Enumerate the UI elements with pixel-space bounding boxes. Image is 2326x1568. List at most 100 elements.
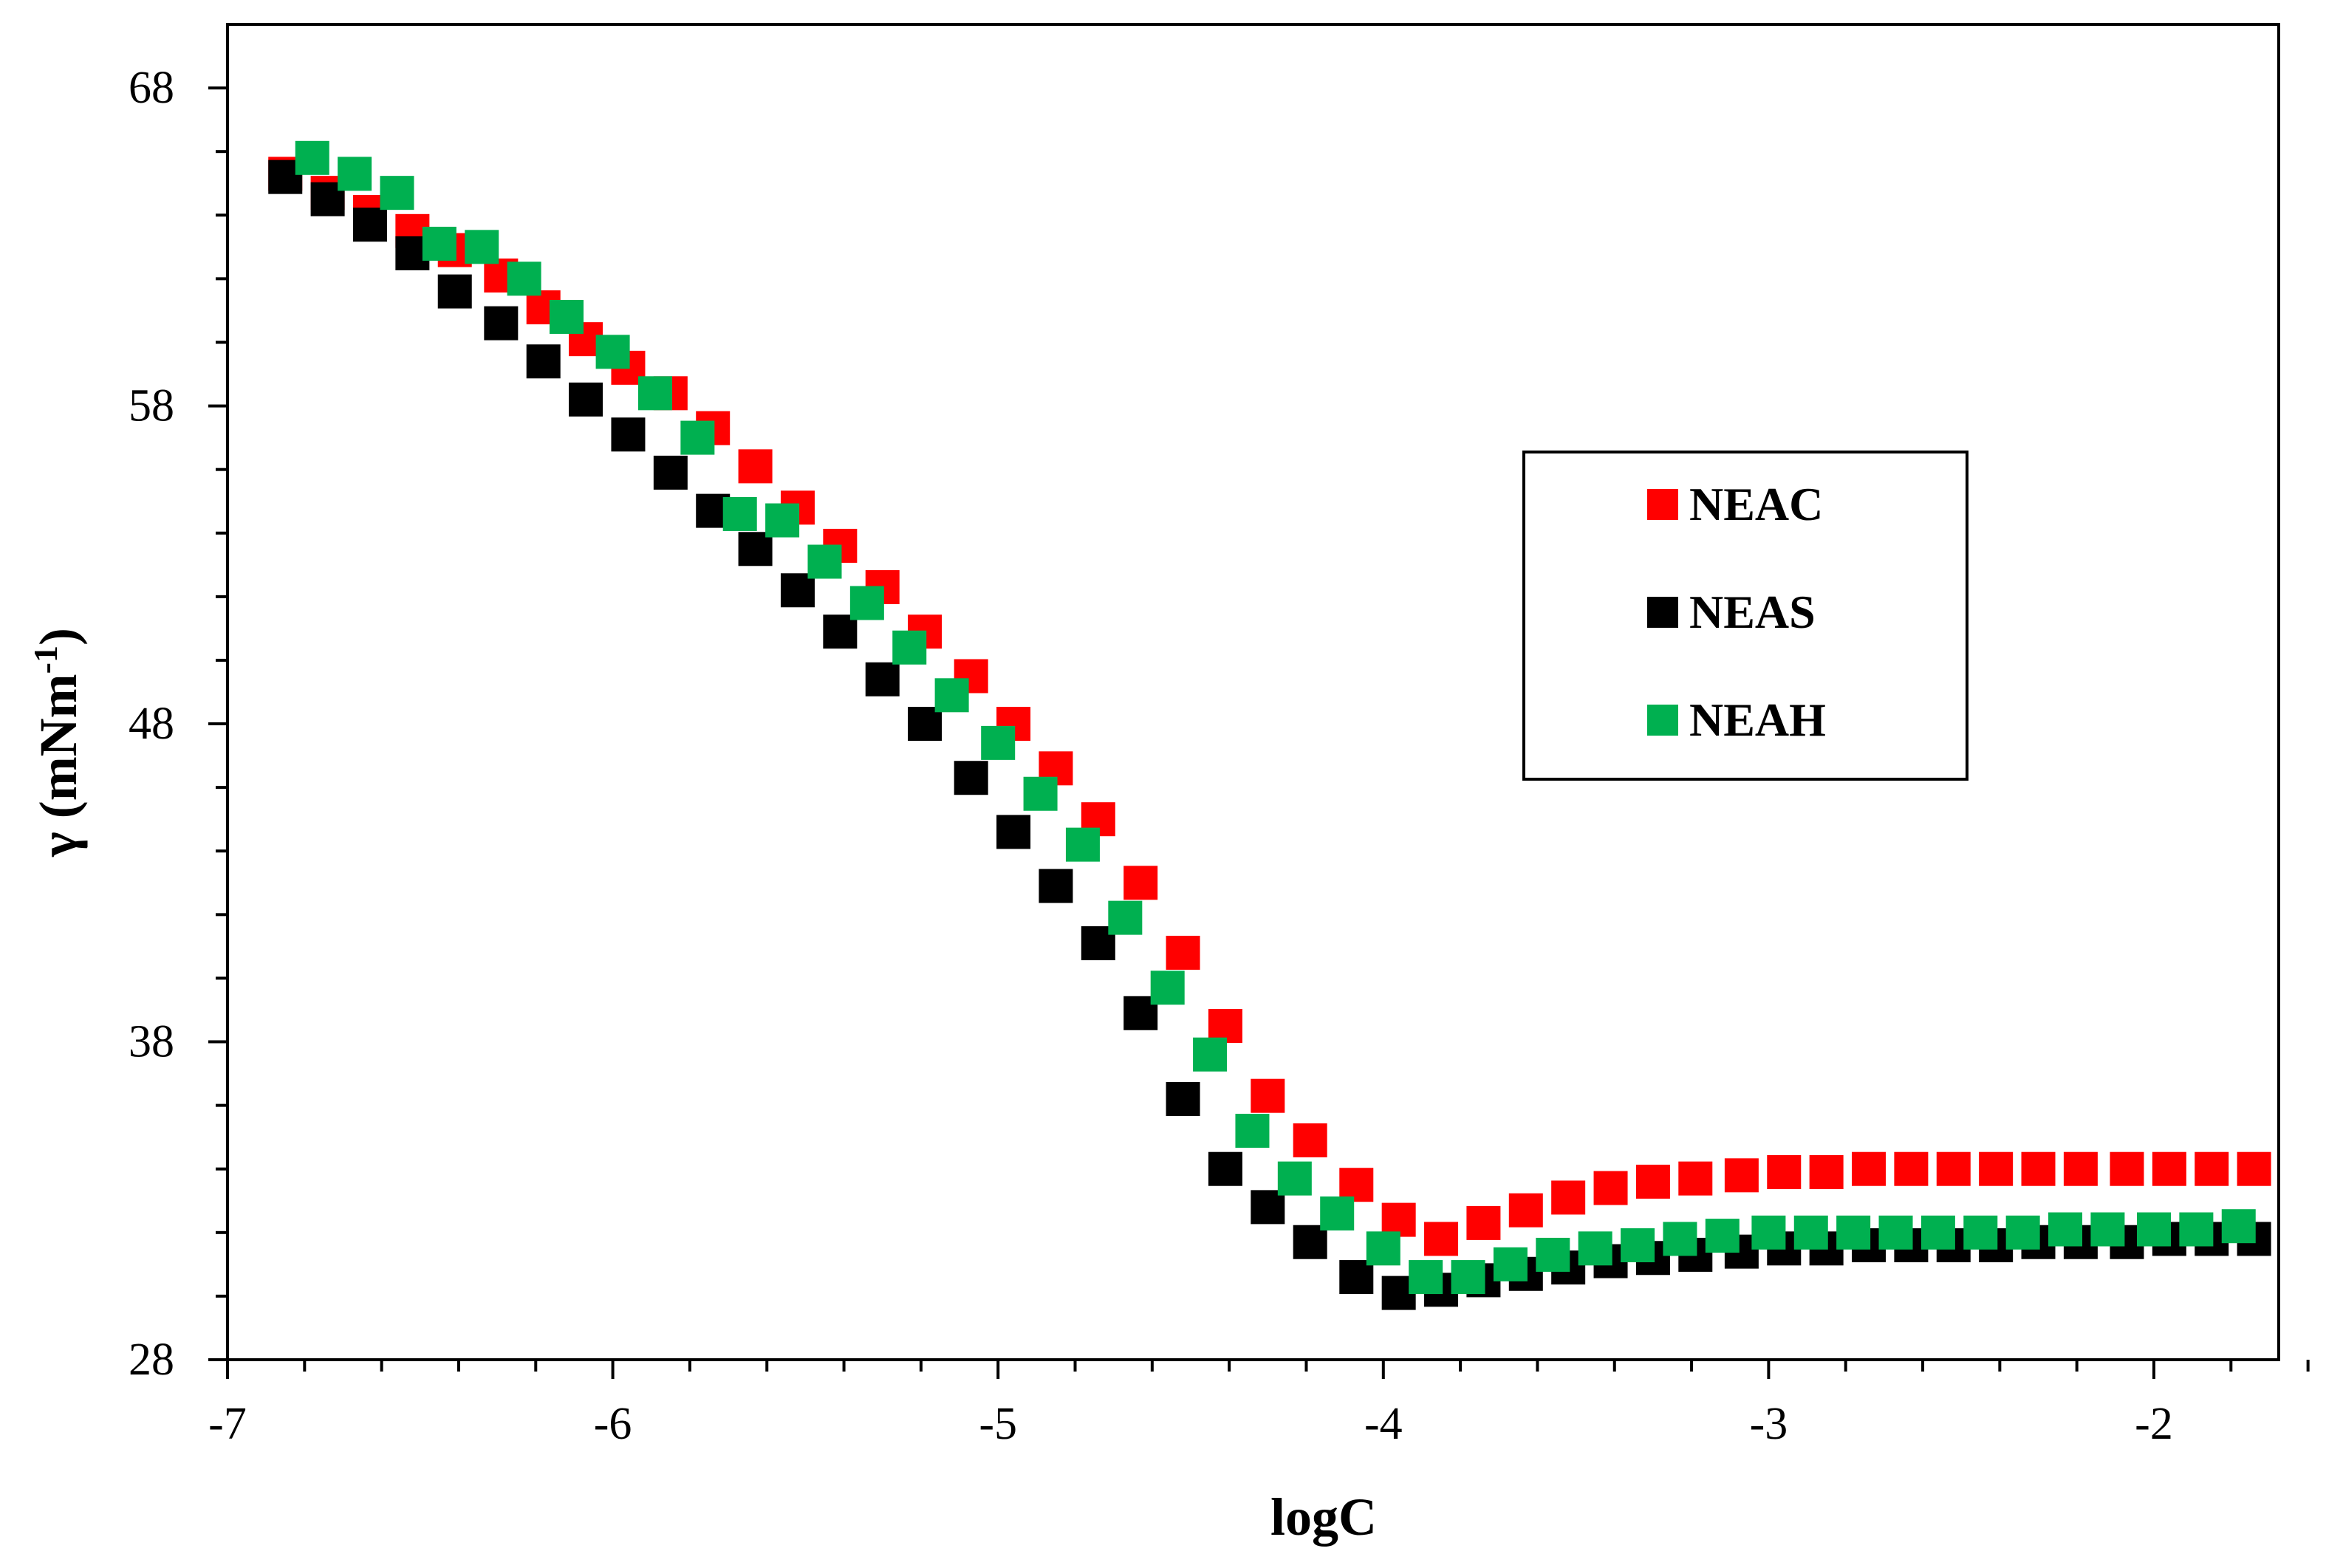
data-point-neah — [595, 335, 630, 369]
y-axis-title-close: ) — [29, 628, 88, 646]
data-point-neas — [484, 306, 519, 340]
data-point-neac — [1936, 1151, 1971, 1186]
data-point-neah — [1065, 827, 1100, 862]
data-point-neac — [1293, 1123, 1327, 1157]
data-point-neac — [1551, 1180, 1586, 1215]
data-point-neah — [1751, 1215, 1786, 1250]
data-point-neas — [1039, 869, 1073, 903]
data-point-neah — [892, 630, 927, 665]
data-point-neah — [422, 227, 456, 261]
data-point-neah — [1023, 776, 1058, 811]
x-tick-label: -3 — [1750, 1399, 1788, 1449]
data-point-neah — [637, 376, 672, 411]
x-tick-label: -7 — [208, 1399, 247, 1449]
data-point-neah — [507, 261, 541, 296]
y-tick-label: 28 — [129, 1335, 174, 1385]
data-point-neah — [2048, 1212, 2083, 1247]
data-marks — [268, 140, 2271, 1310]
data-point-neas — [1208, 1151, 1242, 1186]
data-point-neah — [1235, 1114, 1270, 1148]
x-tick-label: -6 — [594, 1399, 632, 1449]
data-point-neah — [2090, 1212, 2125, 1247]
data-point-neas — [738, 532, 773, 566]
data-point-neas — [996, 815, 1031, 849]
data-point-neah — [1493, 1247, 1528, 1281]
data-point-neac — [2152, 1151, 2186, 1186]
y-axis-title: γ (mNm-1) — [27, 628, 88, 857]
data-point-neas — [526, 344, 561, 379]
y-tick-label: 58 — [129, 381, 174, 431]
y-axis-title-main: γ (mNm — [29, 674, 88, 857]
data-point-neac — [1724, 1158, 1759, 1193]
data-point-neah — [295, 140, 329, 175]
data-point-neac — [1251, 1078, 1285, 1113]
data-point-neac — [1593, 1171, 1628, 1205]
data-point-neac — [2195, 1151, 2229, 1186]
data-point-neas — [865, 662, 900, 696]
data-point-neah — [1536, 1237, 1570, 1272]
data-point-neac — [1123, 866, 1158, 900]
data-point-neah — [465, 230, 499, 264]
x-axis-title: logC — [1270, 1487, 1377, 1547]
data-point-neah — [1193, 1037, 1228, 1072]
legend-label-neah: NEAH — [1689, 694, 1826, 746]
legend-items: NEAC NEAS NEAH — [1647, 478, 1826, 746]
data-point-neah — [1963, 1215, 1998, 1250]
y-tick-label: 38 — [129, 1017, 174, 1067]
series-neah — [295, 140, 2256, 1295]
data-point-neah — [1451, 1260, 1485, 1295]
data-point-neac — [1424, 1222, 1459, 1256]
data-point-neah — [934, 678, 969, 713]
plot-frame — [226, 23, 2280, 1361]
data-point-neas — [611, 417, 646, 452]
data-point-neac — [1635, 1164, 1670, 1199]
data-point-neah — [1320, 1196, 1355, 1230]
x-tick-label: -2 — [2135, 1399, 2173, 1449]
data-point-neac — [1466, 1205, 1501, 1240]
legend: NEAC NEAS NEAH — [1522, 451, 1968, 781]
data-point-neah — [1793, 1215, 1828, 1250]
data-point-neac — [738, 449, 773, 484]
y-axis-title-superscript: -1 — [27, 646, 64, 674]
data-point-neac — [1166, 935, 1200, 970]
data-point-neas — [653, 455, 688, 490]
data-point-neah — [680, 420, 715, 455]
data-point-neac — [1339, 1168, 1374, 1202]
data-point-neas — [908, 707, 943, 742]
data-point-neas — [352, 208, 387, 242]
data-point-neac — [2021, 1151, 2056, 1186]
data-point-neah — [1277, 1161, 1312, 1196]
data-point-neac — [2063, 1151, 2098, 1186]
data-point-neas — [954, 761, 988, 795]
legend-marker-neac — [1647, 489, 1678, 520]
data-point-neah — [1409, 1260, 1443, 1295]
x-axis-ticks: -7 -6 -5 -4 -3 -2 — [208, 1360, 2310, 1449]
data-point-neas — [823, 614, 858, 649]
data-point-neah — [550, 300, 584, 335]
data-point-neah — [380, 176, 414, 210]
data-point-neac — [1678, 1161, 1713, 1196]
data-point-neas — [1339, 1260, 1374, 1295]
data-point-neas — [1166, 1082, 1200, 1117]
data-point-neac — [1852, 1151, 1887, 1186]
legend-marker-neah — [1647, 705, 1678, 736]
data-point-neah — [765, 503, 800, 538]
legend-marker-neas — [1647, 597, 1678, 628]
data-point-neac — [2110, 1151, 2144, 1186]
x-tick-label: -4 — [1364, 1399, 1403, 1449]
legend-label-neas: NEAS — [1689, 586, 1816, 638]
y-tick-label: 68 — [129, 63, 174, 113]
y-tick-label: 48 — [129, 699, 174, 749]
data-point-neas — [1251, 1190, 1285, 1225]
y-axis-ticks: 28 38 48 58 68 — [129, 63, 228, 1385]
data-point-neah — [1366, 1231, 1400, 1266]
data-point-neas — [437, 274, 472, 309]
data-point-neas — [569, 382, 603, 417]
data-point-neac — [1767, 1155, 1802, 1190]
data-point-neac — [1979, 1151, 2014, 1186]
data-point-neah — [2005, 1215, 2040, 1250]
data-point-neac — [1508, 1193, 1543, 1228]
data-point-neah — [1878, 1215, 1913, 1250]
